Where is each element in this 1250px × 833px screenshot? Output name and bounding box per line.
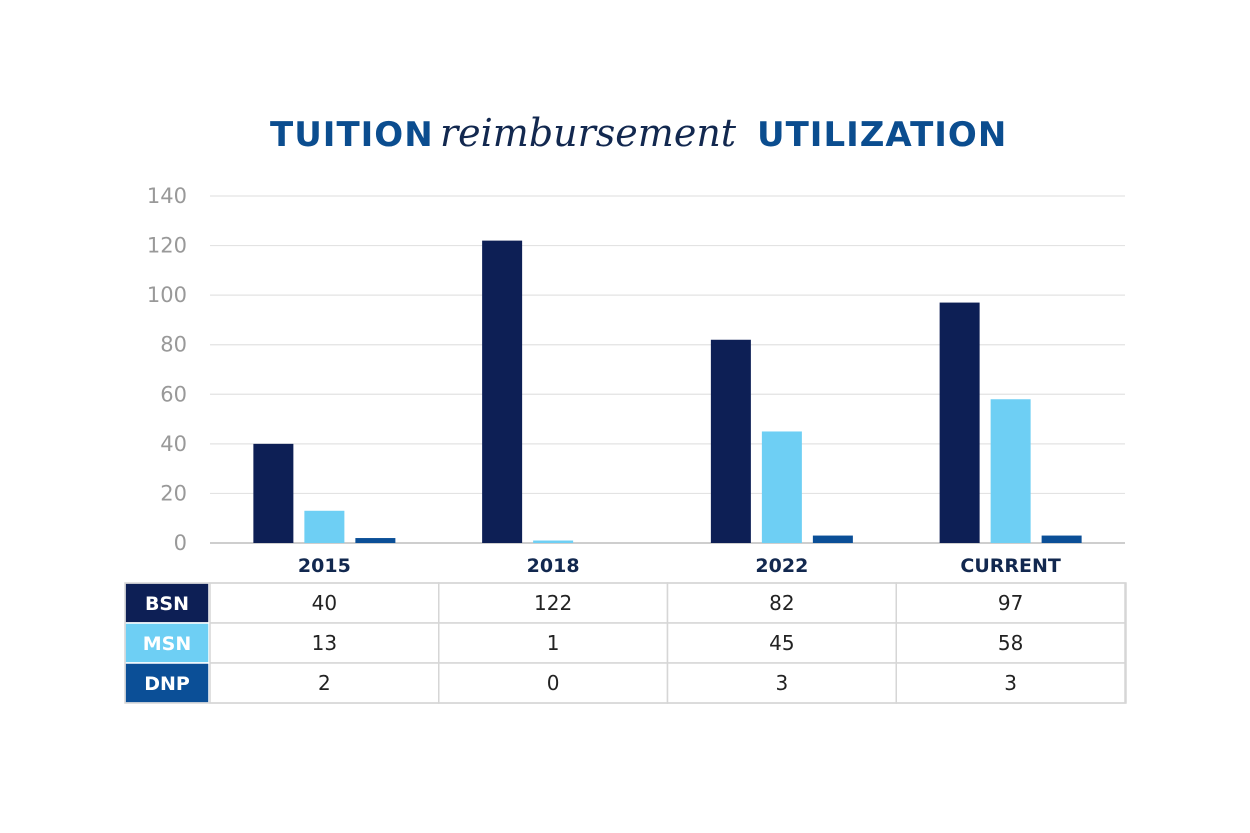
table-cell-value: 45 bbox=[769, 631, 794, 655]
table-cell-value: 2 bbox=[318, 671, 331, 695]
table-border bbox=[124, 582, 1127, 704]
y-tick-label: 140 bbox=[147, 184, 187, 208]
chart-title: TUITION reimbursement UTILIZATION bbox=[270, 111, 1007, 155]
table-cell-value: 58 bbox=[998, 631, 1023, 655]
bar-bsn-current bbox=[939, 302, 980, 543]
bars bbox=[253, 240, 1082, 543]
table-cell-value: 97 bbox=[998, 591, 1023, 615]
x-category-label: 2022 bbox=[755, 555, 808, 577]
x-category-label: 2018 bbox=[527, 555, 580, 577]
table-cell-value: 1 bbox=[547, 631, 560, 655]
y-tick-label: 0 bbox=[174, 531, 187, 555]
x-category-label: 2015 bbox=[298, 555, 351, 577]
bar-msn-2015 bbox=[304, 510, 345, 543]
table-cell bbox=[666, 662, 897, 704]
table-cell-value: 3 bbox=[1004, 671, 1017, 695]
bar-msn-2022 bbox=[761, 431, 802, 543]
table-cell-value: 82 bbox=[769, 591, 794, 615]
table-cell bbox=[895, 582, 1126, 624]
bar-msn-2018 bbox=[533, 540, 574, 543]
x-category-label: CURRENT bbox=[960, 555, 1061, 577]
y-tick-label: 20 bbox=[160, 481, 187, 505]
bar-dnp-current bbox=[1041, 535, 1082, 543]
chart-title-part-2: reimbursement bbox=[440, 111, 737, 155]
bar-bsn-2015 bbox=[253, 443, 294, 543]
table-cell-value: 0 bbox=[547, 671, 560, 695]
table-cell bbox=[209, 622, 440, 664]
chart-title-part-1: TUITION bbox=[270, 115, 434, 155]
table-row-label: DNP bbox=[144, 673, 190, 695]
table-row-label: BSN bbox=[145, 593, 189, 615]
table-row-label-cell bbox=[124, 622, 210, 664]
y-tick-label: 120 bbox=[147, 234, 187, 258]
table-cell-value: 3 bbox=[776, 671, 789, 695]
table-cell bbox=[895, 662, 1126, 704]
bar-bsn-2018 bbox=[482, 240, 523, 543]
table-row-label: MSN bbox=[143, 633, 192, 655]
y-axis: 0 20 40 60 80 100 120 140 bbox=[147, 184, 187, 555]
y-tick-label: 60 bbox=[160, 382, 187, 406]
table-cell-value: 13 bbox=[312, 631, 337, 655]
bar-bsn-2022 bbox=[710, 339, 751, 543]
table-cell bbox=[438, 622, 669, 664]
bar-dnp-2022 bbox=[812, 535, 853, 543]
table-cell-value: 122 bbox=[534, 591, 572, 615]
y-tick-label: 100 bbox=[147, 283, 187, 307]
chart-title-part-3: UTILIZATION bbox=[757, 115, 1007, 155]
table-row-label-cell bbox=[124, 662, 210, 704]
bar-msn-current bbox=[990, 399, 1031, 543]
data-table: BSN 40 122 82 97 MSN 13 1 45 58 DNP 2 0 3 3 bbox=[124, 582, 1127, 704]
table-cell-value: 40 bbox=[312, 591, 337, 615]
table-cell bbox=[895, 622, 1126, 664]
gridlines bbox=[210, 195, 1125, 544]
y-tick-label: 80 bbox=[160, 333, 187, 357]
bar-dnp-2015 bbox=[355, 538, 396, 543]
x-axis: 2015 2018 2022 CURRENT bbox=[298, 555, 1061, 577]
y-tick-label: 40 bbox=[160, 432, 187, 456]
